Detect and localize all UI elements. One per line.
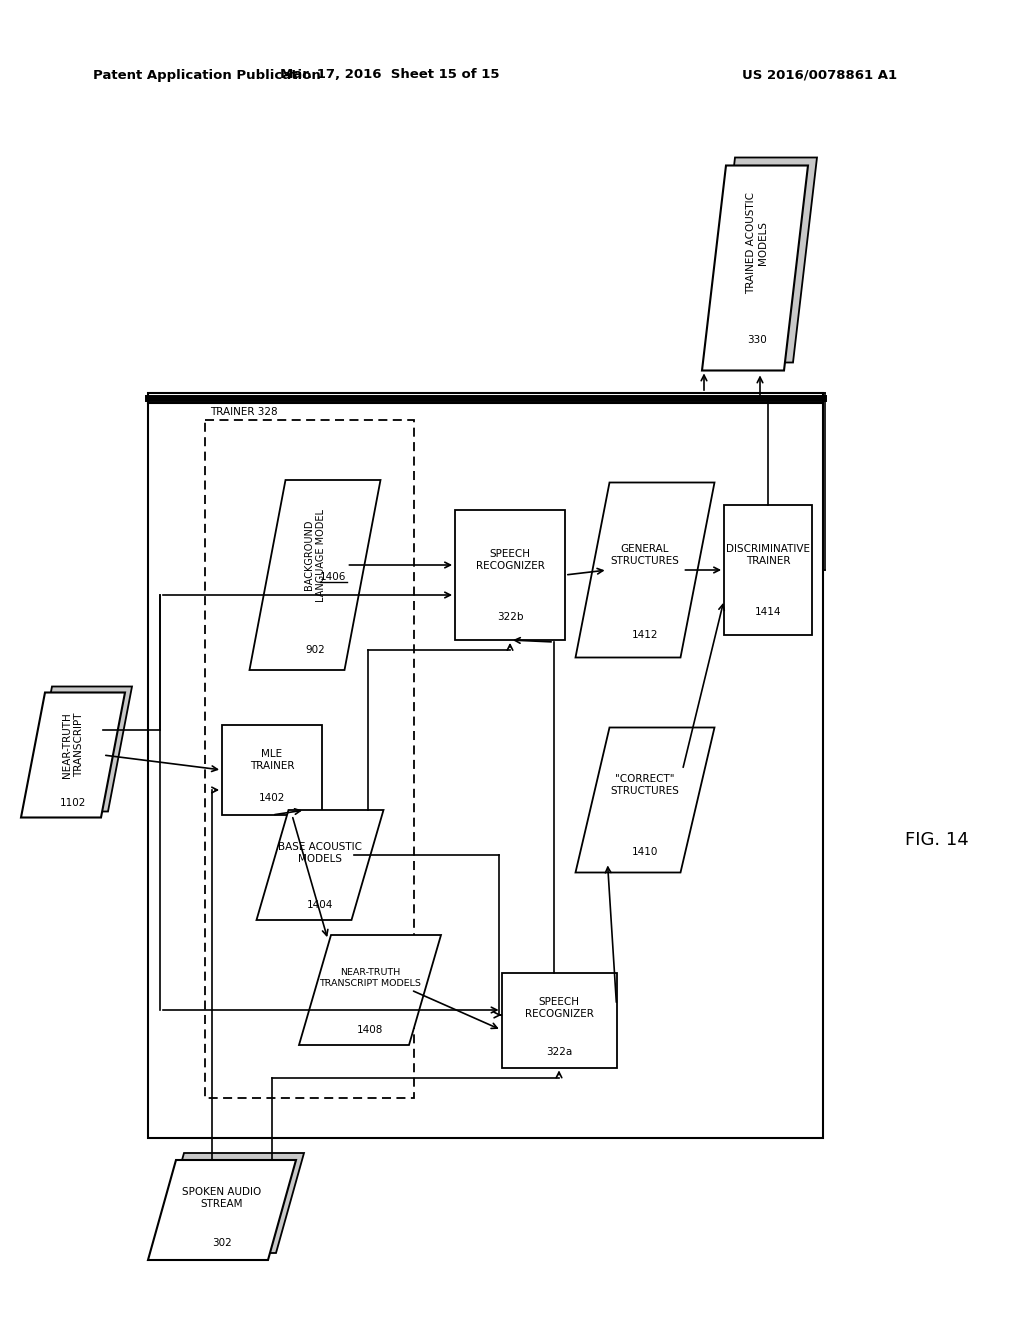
Text: TRAINED ACOUSTIC
MODELS: TRAINED ACOUSTIC MODELS [746, 191, 768, 294]
Text: FIG. 14: FIG. 14 [905, 832, 969, 849]
Text: 302: 302 [212, 1238, 231, 1247]
Polygon shape [250, 480, 381, 671]
Text: SPOKEN AUDIO
STREAM: SPOKEN AUDIO STREAM [182, 1187, 261, 1209]
Text: 330: 330 [748, 335, 767, 345]
Text: 322b: 322b [497, 612, 523, 622]
Text: 1406: 1406 [319, 572, 346, 582]
Polygon shape [711, 157, 817, 363]
Text: 1412: 1412 [632, 630, 658, 640]
Text: US 2016/0078861 A1: US 2016/0078861 A1 [742, 69, 898, 82]
Text: 322a: 322a [546, 1047, 572, 1057]
Bar [502, 973, 616, 1068]
Polygon shape [22, 693, 125, 817]
Bar [455, 510, 565, 640]
Text: DISCRIMINATIVE
TRAINER: DISCRIMINATIVE TRAINER [726, 544, 810, 566]
Polygon shape [156, 1152, 304, 1253]
Bar [724, 506, 812, 635]
Text: 1102: 1102 [59, 799, 86, 808]
Text: SPEECH
RECOGNIZER: SPEECH RECOGNIZER [524, 997, 594, 1019]
Bar [148, 393, 823, 1138]
Polygon shape [148, 1160, 296, 1261]
Polygon shape [28, 686, 132, 812]
Text: 902: 902 [305, 645, 325, 655]
Text: 1408: 1408 [356, 1026, 383, 1035]
Text: SPEECH
RECOGNIZER: SPEECH RECOGNIZER [475, 549, 545, 570]
Text: MLE
TRAINER: MLE TRAINER [250, 750, 294, 771]
Text: 1404: 1404 [307, 900, 333, 909]
Text: Mar. 17, 2016  Sheet 15 of 15: Mar. 17, 2016 Sheet 15 of 15 [281, 69, 500, 82]
Polygon shape [702, 165, 808, 371]
Text: NEAR-TRUTH
TRANSCRIPT MODELS: NEAR-TRUTH TRANSCRIPT MODELS [319, 969, 421, 987]
Bar [205, 420, 414, 1098]
Text: 1414: 1414 [755, 607, 781, 616]
Text: TRAINER 328: TRAINER 328 [210, 407, 278, 417]
Polygon shape [575, 483, 715, 657]
Text: NEAR-TRUTH
TRANSCRIPT: NEAR-TRUTH TRANSCRIPT [62, 711, 84, 777]
Text: BASE ACOUSTIC
MODELS: BASE ACOUSTIC MODELS [278, 842, 362, 863]
Bar [222, 725, 322, 814]
Text: 1402: 1402 [259, 793, 286, 803]
Polygon shape [256, 810, 384, 920]
Text: 1410: 1410 [632, 847, 658, 857]
Text: Patent Application Publication: Patent Application Publication [93, 69, 321, 82]
Text: GENERAL
STRUCTURES: GENERAL STRUCTURES [610, 544, 680, 566]
Text: BACKGROUND
LANGUAGE MODEL: BACKGROUND LANGUAGE MODEL [304, 508, 326, 602]
Polygon shape [299, 935, 441, 1045]
Polygon shape [575, 727, 715, 873]
Text: "CORRECT"
STRUCTURES: "CORRECT" STRUCTURES [610, 775, 680, 796]
